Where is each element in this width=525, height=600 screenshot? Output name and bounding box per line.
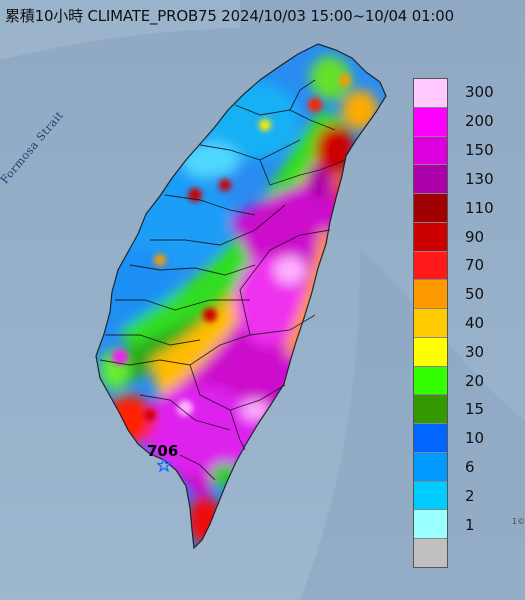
legend-label: 10 <box>465 429 485 448</box>
legend-label: 20 <box>465 371 485 390</box>
legend-label: 200 <box>465 112 494 131</box>
legend-color-bar <box>413 78 448 568</box>
legend-label: 90 <box>465 227 485 246</box>
legend-swatch <box>414 79 447 108</box>
legend-swatch <box>414 136 447 166</box>
legend-swatch <box>414 424 447 453</box>
max-rainfall-value: 706 <box>147 442 179 460</box>
legend-swatch <box>414 337 447 367</box>
legend-swatch <box>414 452 447 482</box>
legend-label: 2 <box>465 486 475 505</box>
map-title: 累積10小時 CLIMATE_PROB75 2024/10/03 15:00~1… <box>5 7 454 25</box>
deep-sea-shade <box>300 250 525 600</box>
continental-shelf <box>0 0 240 60</box>
legend-label: 30 <box>465 342 485 361</box>
legend-labels: 300 200 150 130 110 90 70 50 40 30 20 15 10 6 2 1 <box>465 78 525 568</box>
legend-swatch <box>414 481 447 511</box>
legend-swatch <box>414 366 447 396</box>
legend-swatch <box>414 280 447 310</box>
legend-label: 6 <box>465 458 475 477</box>
legend-swatch <box>414 107 447 137</box>
legend-label: 70 <box>465 256 485 275</box>
legend-swatch <box>414 395 447 425</box>
legend-label: 150 <box>465 141 494 160</box>
legend-swatch <box>414 251 447 281</box>
corner-fragment: 1© <box>512 517 525 526</box>
legend-swatch <box>414 309 447 338</box>
legend-swatch <box>414 539 447 568</box>
legend-swatch <box>414 222 447 252</box>
legend: 300 200 150 130 110 90 70 50 40 30 20 15 10 6 2 1 <box>413 78 525 570</box>
legend-swatch <box>414 165 447 195</box>
max-location-star-icon <box>157 458 171 472</box>
legend-label: 110 <box>465 198 494 217</box>
county-borders <box>95 43 387 550</box>
legend-label: 130 <box>465 169 494 188</box>
legend-swatch <box>414 510 447 540</box>
legend-label: 40 <box>465 314 485 332</box>
legend-swatch <box>414 194 447 223</box>
legend-label: 15 <box>465 400 485 419</box>
legend-label: 50 <box>465 285 485 304</box>
legend-label: 1 <box>465 515 475 534</box>
legend-label: 300 <box>465 83 494 102</box>
